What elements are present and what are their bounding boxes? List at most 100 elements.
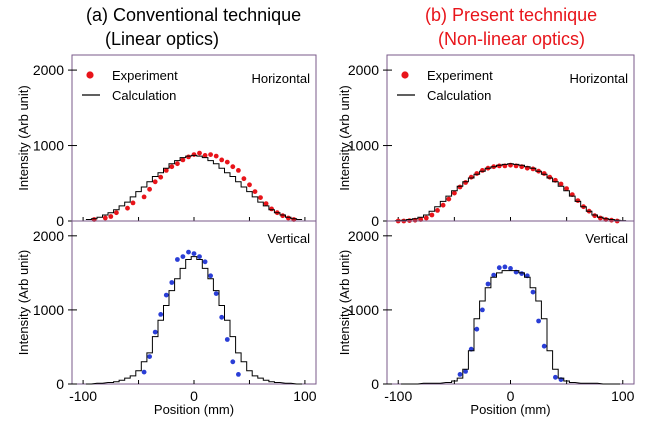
y-axis-title: Intensity (Arb unit) [337,85,352,191]
x-tick-label: -100 [69,388,97,404]
calculation-line [85,154,303,220]
experiment-point [597,215,603,221]
experiment-point [152,329,158,335]
experiment-point [468,174,474,180]
experiment-point [496,265,502,271]
experiment-point [280,213,286,219]
y-tick-label: 2000 [33,62,64,78]
experiment-point [491,272,497,278]
experiment-point [224,337,230,342]
experiment-point [152,179,158,185]
y-tick-label: 2000 [33,228,64,244]
experiment-point [480,307,485,313]
experiment-point [180,254,186,259]
panel-label: Vertical [585,231,628,246]
experiment-point [252,189,258,195]
experiment-point [508,266,513,271]
experiment-point [519,271,525,276]
experiment-point [530,289,536,295]
panel-label: Vertical [267,231,310,246]
x-tick-label: -100 [384,388,412,404]
calculation-line [389,163,632,222]
y-tick-label: 1000 [33,302,64,318]
experiment-point [485,281,491,287]
experiment-point [224,159,230,165]
experiment-point [480,168,485,173]
experiment-point [108,214,114,219]
title-a-line1: (a) Conventional technique [86,5,302,25]
title-b-line1: (b) Present technique [425,5,598,25]
experiment-point [230,359,236,365]
experiment-point [463,180,468,185]
experiment-point [457,184,463,190]
panel-a-vertical: 0 1000 2000 -100 0 100 Vertical [33,220,317,404]
experiment-point [435,208,440,213]
panel-label: Horizontal [569,71,628,86]
experiment-point [158,174,164,180]
experiment-point [125,205,130,211]
calculation-line [401,270,620,385]
x-axis-title: Position (mm) [470,402,550,417]
y-tick-label: 2000 [348,62,379,78]
experiment-point [429,212,435,218]
experiment-point [440,202,446,208]
experiment-point [219,314,225,320]
experiment-point [208,152,214,158]
experiment-point [102,215,108,221]
experiment-point [175,161,180,167]
y-axis-title: Intensity (Arb unit) [16,250,31,356]
experiment-point [258,195,263,201]
experiment-point [141,369,147,375]
experiment-point [496,163,502,169]
panel-label: Horizontal [251,71,310,86]
panel-a-horizontal: 0 1000 2000 Horizontal Experiment Calculation [33,54,317,229]
panel-b-horizontal: 0 1000 2000 Horizontal Experiment Calculation [348,54,635,229]
experiment-point [169,280,175,285]
y-axis-title: Intensity (Arb unit) [337,250,352,356]
experiment-point [186,154,191,160]
experiment-point [575,198,581,204]
experiment-point [536,318,541,324]
experiment-point [269,206,274,212]
y-tick-label: 0 [56,376,64,392]
experiment-point [236,168,241,173]
experiment-point [219,157,225,163]
experiment-point [541,171,547,176]
experiment-point [502,264,508,270]
y-tick-label: 1000 [348,302,379,318]
experiment-point [213,291,219,296]
experiment-point [197,150,202,156]
y-tick-label: 0 [371,376,379,392]
legend-marker-experiment [401,71,409,79]
legend-label-calculation: Calculation [112,88,176,103]
experiment-point [158,312,164,317]
experiment-point [452,190,457,196]
experiment-point [247,182,252,188]
experiment-point [191,152,197,158]
experiment-point [163,292,169,298]
experiment-point [130,200,136,206]
experiment-point [236,372,241,377]
experiment-point [230,164,236,170]
panel-b-vertical: 0 1000 2000 -100 0 100 Vertical [348,220,635,404]
experiment-point [457,372,463,377]
experiment-point [191,251,197,256]
experiment-point [609,217,614,223]
y-tick-label: 2000 [348,228,379,244]
y-axis-title: Intensity (Arb unit) [16,85,31,191]
x-tick-label: 0 [190,388,198,404]
y-tick-label: 0 [371,213,379,229]
experiment-point [547,174,553,180]
experiment-point [202,153,208,158]
legend-label-calculation: Calculation [427,88,491,103]
experiment-point [147,354,153,359]
experiment-point [558,181,564,187]
y-tick-label: 0 [56,213,64,229]
x-tick-label: 100 [611,388,635,404]
experiment-point [180,157,186,163]
experiment-point [202,259,208,265]
experiment-point [263,201,269,207]
experiment-point [197,254,202,259]
